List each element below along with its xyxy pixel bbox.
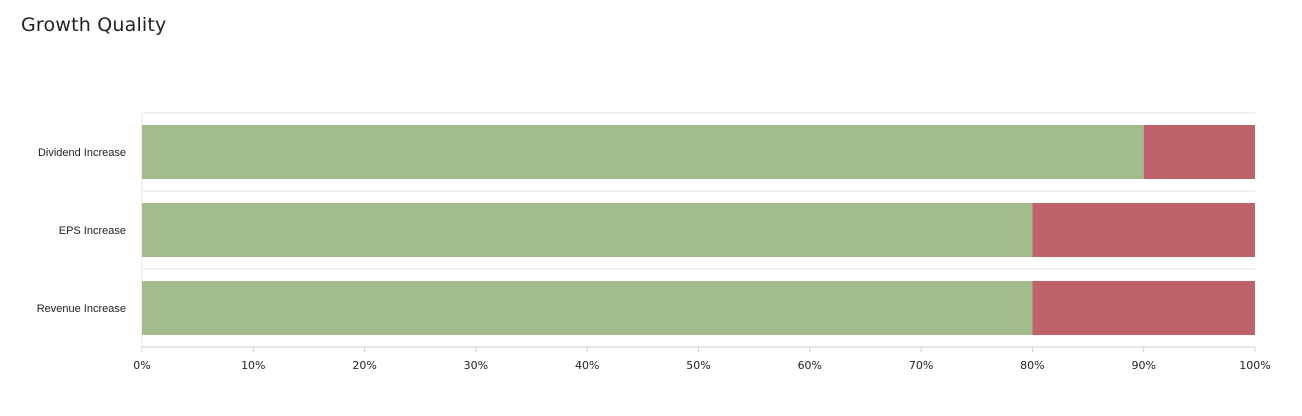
bar-segment-2-revenue-increase[interactable] [1032,281,1255,335]
x-tick-label: 80% [1020,359,1044,372]
bar-segment-2-eps-increase[interactable] [1032,203,1255,257]
x-tick-label: 70% [909,359,933,372]
category-label: Revenue Increase [37,303,126,315]
x-tick-label: 10% [241,359,265,372]
x-axis-ticks: 0% 10% 20% 30% 40% 50% 60% 70% 80% 90% 100% [133,347,1271,372]
x-tick-label: 30% [464,359,488,372]
x-tick-label: 20% [352,359,376,372]
bar-segment-2-dividend-increase[interactable] [1143,125,1255,179]
bar-segment-1-eps-increase[interactable] [142,203,1033,257]
category-labels: Dividend Increase EPS Increase Revenue Inc… [37,147,126,315]
x-tick-label: 0% [133,359,150,372]
bar-layer [142,125,1255,335]
category-label: EPS Increase [59,225,126,237]
x-tick-label: 50% [686,359,710,372]
category-label: Dividend Increase [38,147,126,159]
x-tick-label: 90% [1131,359,1155,372]
chart-title: Growth Quality [21,14,167,36]
bar-segment-1-revenue-increase[interactable] [142,281,1033,335]
x-tick-label: 100% [1239,359,1270,372]
x-tick-label: 40% [575,359,599,372]
x-tick-label: 60% [798,359,822,372]
bar-segment-1-dividend-increase[interactable] [142,125,1144,179]
